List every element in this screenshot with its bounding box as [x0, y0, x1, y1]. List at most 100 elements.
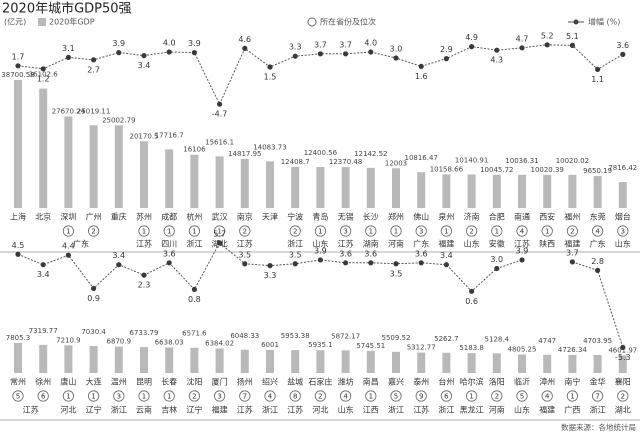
growth-point — [166, 260, 172, 266]
growth-point — [443, 56, 449, 62]
bar — [165, 347, 174, 373]
bar — [417, 352, 426, 373]
city-label: 南通 — [514, 212, 530, 222]
growth-point — [368, 49, 374, 55]
rank-circle — [214, 225, 226, 237]
rank-label: 1 — [444, 228, 448, 236]
growth-point — [519, 257, 525, 263]
rank-label: 1 — [142, 393, 146, 401]
value-label: 7030.4 — [81, 328, 106, 336]
province-label: 山东 — [514, 405, 530, 415]
value-label: 15616.1 — [205, 138, 234, 146]
province-label: 江苏 — [413, 405, 429, 415]
city-label: 济南 — [464, 212, 480, 222]
growth-label: 3.0 — [490, 255, 503, 264]
rank-label: 2 — [495, 393, 499, 401]
growth-label: 0.9 — [87, 294, 100, 303]
city-label: 临沂 — [514, 377, 530, 387]
rank-circle — [88, 390, 100, 402]
growth-point — [368, 260, 374, 266]
growth-point — [569, 259, 576, 265]
bar — [392, 351, 400, 373]
province-label: 浙江 — [590, 405, 606, 415]
value-label: 6001 — [261, 341, 279, 349]
rank-label: 5 — [394, 393, 398, 401]
value-label: 12370.48 — [329, 158, 362, 166]
city-label: 徐州 — [35, 377, 51, 387]
rank-label: 2 — [469, 228, 473, 236]
rank-circle — [239, 225, 251, 237]
value-label: 6384.02 — [205, 339, 234, 347]
rank-circle — [264, 390, 276, 402]
growth-point — [418, 260, 424, 266]
growth-label: 3.7 — [566, 248, 579, 257]
rank-label: 1 — [66, 228, 70, 236]
province-label: 江苏 — [136, 239, 152, 249]
rank-circle — [440, 390, 452, 402]
city-label: 漳州 — [539, 377, 555, 387]
growth-point — [569, 42, 576, 49]
growth-label: 3.7 — [339, 40, 352, 49]
bar — [442, 352, 451, 373]
rank-circle — [188, 390, 200, 402]
rank-circle — [62, 390, 75, 402]
rank-label: 5 — [16, 393, 20, 401]
growth-point — [166, 49, 172, 55]
province-label: 湖北 — [615, 406, 631, 415]
value-label: 5509.52 — [382, 334, 411, 342]
growth-label: 3.6 — [415, 249, 428, 258]
rank-circle — [440, 225, 452, 237]
bar — [14, 343, 22, 373]
value-label: 10045.72 — [480, 166, 513, 174]
rank-circle — [541, 390, 553, 402]
city-label: 长春 — [161, 377, 177, 387]
rank-label: 9 — [419, 393, 423, 401]
province-label: 江苏 — [338, 239, 354, 249]
growth-point — [443, 262, 449, 268]
rank-label: 1 — [469, 393, 473, 401]
bar — [39, 344, 48, 373]
rank-circle — [289, 390, 301, 402]
rank-circle — [390, 225, 402, 237]
rank-label: 1 — [167, 228, 171, 236]
rank-circle — [491, 225, 503, 237]
growth-point — [217, 101, 223, 107]
value-label: 10140.91 — [455, 156, 488, 164]
province-label: 浙江 — [438, 405, 454, 415]
value-label: 5312.77 — [407, 344, 436, 352]
growth-point — [494, 265, 500, 272]
rank-label: 3 — [217, 393, 221, 401]
growth-point — [343, 51, 349, 57]
city-label: 杭州 — [186, 212, 202, 222]
city-label: 长沙 — [363, 212, 379, 222]
rank-circle — [365, 225, 377, 237]
rank-label: 4 — [520, 228, 525, 236]
city-label: 温州 — [111, 378, 127, 387]
rank-label: 4 — [595, 228, 600, 236]
city-label: 泉州 — [438, 212, 454, 222]
city-label: 东莞 — [590, 212, 606, 222]
city-label: 盐城 — [287, 377, 303, 387]
rank-label: 1 — [369, 228, 373, 236]
province-label: 福建 — [438, 239, 454, 249]
rank-label: 1 — [167, 393, 171, 401]
growth-point — [116, 50, 122, 56]
value-label: 14817.95 — [228, 150, 261, 158]
bar — [543, 174, 552, 208]
value-label: 10158.66 — [430, 165, 464, 173]
bar — [64, 116, 73, 208]
city-label: 天津 — [262, 212, 278, 222]
city-label: 烟台 — [615, 212, 631, 222]
province-label: 广西 — [564, 405, 580, 415]
province-label: 河北 — [60, 405, 76, 415]
rank-label: 1 — [495, 228, 499, 236]
value-label: 38700.58 — [1, 71, 34, 79]
value-label: 5935.1 — [308, 341, 333, 349]
value-label: 5872.17 — [331, 332, 360, 340]
rank-label: 2 — [621, 393, 625, 401]
value-label: 6048.33 — [230, 332, 259, 340]
province-label: 陕西 — [539, 239, 555, 249]
value-label: 5262.7 — [434, 335, 459, 343]
value-label: 10036.31 — [505, 157, 538, 165]
bar — [618, 355, 627, 373]
